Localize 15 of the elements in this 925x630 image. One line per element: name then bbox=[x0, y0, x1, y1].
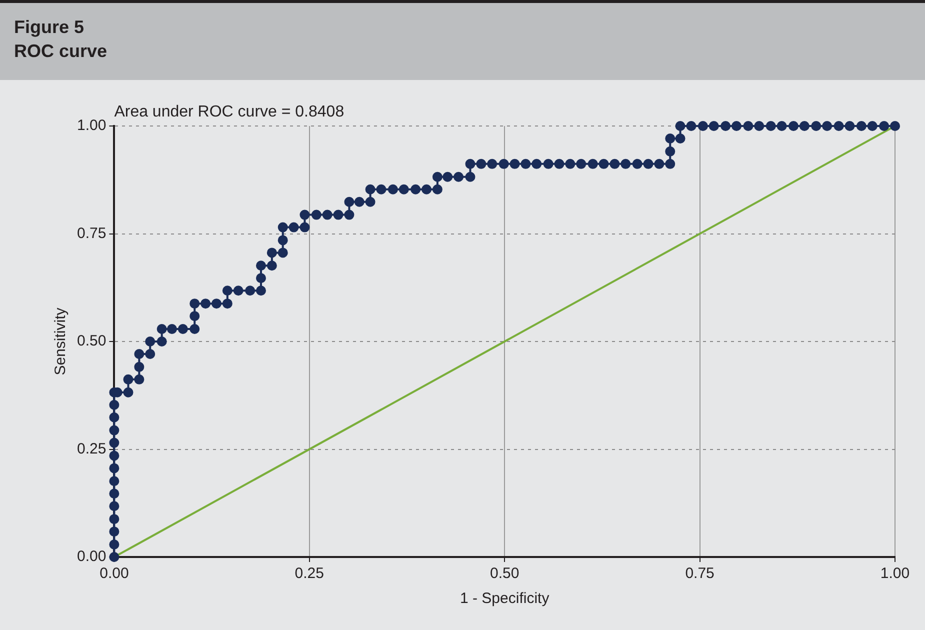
y-tick-label: 0.25 bbox=[76, 440, 106, 458]
x-tick-label: 1.00 bbox=[880, 565, 910, 582]
text: Area under ROC curve = 0.8408 bbox=[114, 103, 344, 120]
chart-subtitle: ROC curve bbox=[14, 40, 108, 63]
x-tick-label: 0.50 bbox=[490, 565, 520, 582]
x-axis-title: 1 - Specificity bbox=[460, 590, 550, 608]
x-tick-label: 0.00 bbox=[100, 565, 129, 582]
y-tick-label: 0.00 bbox=[76, 548, 106, 566]
y-axis-title: Sensitivity bbox=[52, 307, 70, 376]
x-tick-label: 0.75 bbox=[685, 565, 714, 582]
y-tick-label: 1.00 bbox=[76, 117, 106, 134]
x-tick-label: 0.25 bbox=[294, 565, 324, 582]
y-tick-label: 0.50 bbox=[76, 332, 106, 350]
y-tick-label: 0.75 bbox=[76, 224, 106, 242]
chart-title: Figure 5 bbox=[14, 16, 86, 39]
